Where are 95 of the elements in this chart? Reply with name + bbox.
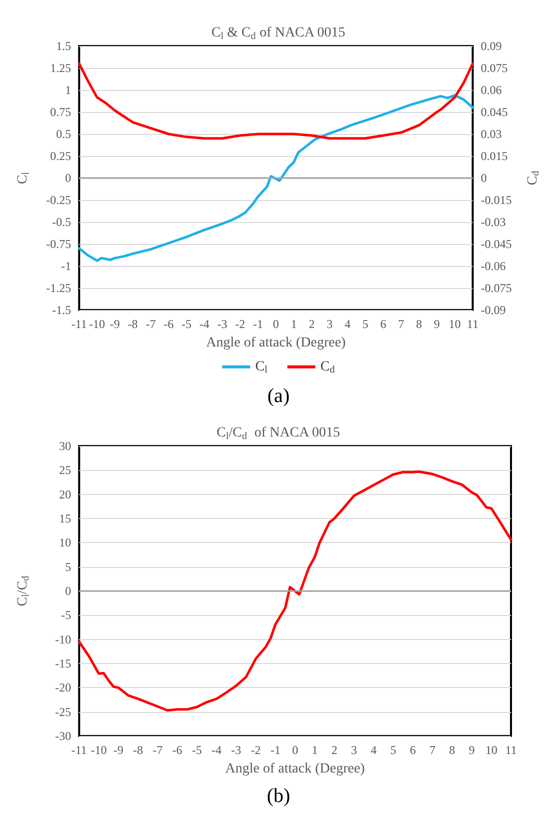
x-tick-label: -7 <box>146 317 156 331</box>
y-tick-label: 1 <box>65 83 72 97</box>
y2-tick-label: -0.045 <box>480 237 512 251</box>
x-tick-label: 5 <box>362 317 368 331</box>
x-tick-label: -9 <box>110 317 120 331</box>
y-tick-label: -0.75 <box>46 237 72 251</box>
y2-tick-label: 0 <box>480 171 487 185</box>
y-tick-label: 25 <box>59 463 72 478</box>
x-tick-label: -8 <box>133 743 144 757</box>
y2-tick-label: -0.06 <box>480 259 506 273</box>
text: (b) <box>266 785 290 807</box>
y-tick-label: 30 <box>59 439 72 453</box>
y2-tick-label: 0.06 <box>480 83 502 97</box>
x-tick-label: 4 <box>370 743 377 757</box>
x-tick-label: 9 <box>468 743 475 757</box>
y-tick-label: -1.25 <box>46 281 72 295</box>
x-axis-title: Angle of attack (Degree) <box>225 762 366 776</box>
x-tick-label: -7 <box>152 743 163 757</box>
y-tick-label: 0.75 <box>50 105 72 119</box>
x-tick-label: -10 <box>89 317 106 331</box>
y-tick-label: 20 <box>59 487 72 502</box>
x-tick-label: 7 <box>429 743 436 757</box>
y2-tick-label: 0.075 <box>480 61 508 75</box>
x-tick-label: -8 <box>128 317 138 331</box>
y2-tick-label: 0.045 <box>480 105 508 119</box>
text: (a) <box>267 385 290 407</box>
x-tick-label: 10 <box>485 743 498 757</box>
y2-tick-label: -0.015 <box>480 193 512 207</box>
x-tick-label: 2 <box>308 317 315 331</box>
y-tick-label: -5 <box>61 608 72 622</box>
x-tick-label: 8 <box>449 743 456 757</box>
x-tick-label: -3 <box>231 743 242 757</box>
y-tick-label: -0.5 <box>52 215 72 229</box>
x-tick-label: 4 <box>344 317 350 331</box>
x-tick-label: -2 <box>235 317 246 331</box>
y-tick-label: 5 <box>65 560 72 574</box>
x-tick-label: -9 <box>113 743 124 757</box>
y-tick-label: 0 <box>65 584 72 598</box>
y2-tick-label: 0.09 <box>480 39 502 53</box>
y-tick-label: 15 <box>59 512 72 526</box>
x-tick-label: 3 <box>350 743 357 757</box>
x-tick-label: -1 <box>253 317 264 331</box>
x-tick-label: -1 <box>270 743 280 757</box>
x-tick-label: -11 <box>71 317 87 331</box>
x-tick-label: 0 <box>292 743 298 757</box>
y-axis-title: Cl/Cd <box>16 576 32 606</box>
y-tick-label: -1.5 <box>52 303 72 317</box>
y-tick-label: -15 <box>55 656 72 670</box>
x-tick-label: -5 <box>181 317 192 331</box>
x-tick-label: -5 <box>192 743 202 757</box>
x-tick-label: 11 <box>505 743 517 757</box>
y-axis-title: Cl <box>16 172 32 184</box>
y2-tick-label: -0.075 <box>480 281 512 295</box>
y2-axis-title: Cd <box>525 170 542 186</box>
x-tick-label: 10 <box>448 317 461 331</box>
x-tick-label: 11 <box>466 317 478 331</box>
y-tick-label: -10 <box>55 632 72 646</box>
x-tick-label: -6 <box>164 317 174 331</box>
x-tick-label: 7 <box>398 317 404 331</box>
y-tick-label: 0.25 <box>50 149 72 163</box>
x-tick-label: 0 <box>272 317 279 331</box>
x-tick-label: -10 <box>90 743 107 757</box>
y-tick-label: -20 <box>55 680 72 695</box>
x-tick-label: -4 <box>199 317 210 331</box>
x-tick-label: -6 <box>172 743 182 757</box>
x-tick-label: 6 <box>410 743 416 757</box>
y-tick-label: 0 <box>65 171 72 185</box>
x-tick-label: 3 <box>326 317 333 331</box>
y-tick-label: 1.5 <box>56 39 72 53</box>
line-series <box>78 62 474 140</box>
x-tick-label: 9 <box>434 317 440 331</box>
x-tick-label: 5 <box>390 743 396 757</box>
y-tick-label: -1 <box>61 259 72 273</box>
x-tick-label: -3 <box>217 317 228 331</box>
y2-tick-label: 0.03 <box>480 127 502 141</box>
x-tick-label: -2 <box>250 743 261 757</box>
y2-tick-label: -0.09 <box>480 303 506 317</box>
x-tick-label: 2 <box>331 743 338 757</box>
y-tick-label: 10 <box>59 536 72 550</box>
y-tick-label: -0.25 <box>46 193 72 207</box>
line-series <box>78 94 474 262</box>
x-axis-title: Angle of attack (Degree) <box>206 336 346 350</box>
x-tick-label: 1 <box>290 317 297 331</box>
x-tick-label: -11 <box>71 743 87 757</box>
x-tick-label: -4 <box>212 743 222 757</box>
y-tick-label: -30 <box>55 729 72 743</box>
x-tick-label: 1 <box>312 743 318 757</box>
y2-tick-label: -0.03 <box>480 215 506 229</box>
x-tick-label: 6 <box>380 317 386 331</box>
y-tick-label: -25 <box>55 704 72 719</box>
x-tick-label: 8 <box>416 317 422 331</box>
y-tick-label: 1.25 <box>50 61 72 75</box>
y-tick-label: 0.5 <box>56 127 72 141</box>
line-series <box>78 470 512 712</box>
y2-tick-label: 0.015 <box>480 149 508 163</box>
